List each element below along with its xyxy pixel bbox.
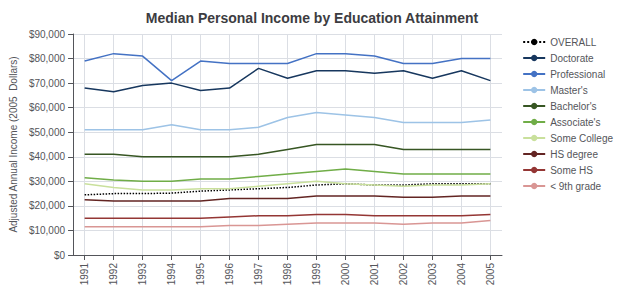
svg-text:OVERALL: OVERALL <box>550 37 597 48</box>
svg-text:1999: 1999 <box>311 263 322 286</box>
svg-text:Adjusted Annual Income (2005: Adjusted Annual Income (2005 Dollars) <box>8 56 19 232</box>
svg-text:Professional: Professional <box>550 69 605 80</box>
svg-text:1997: 1997 <box>253 263 264 286</box>
svg-text:Median Personal Income by Educ: Median Personal Income by Education Atta… <box>146 10 479 26</box>
svg-text:Some College: Some College <box>550 133 613 144</box>
svg-text:HS degree: HS degree <box>550 149 598 160</box>
svg-text:1996: 1996 <box>224 263 235 286</box>
svg-text:$20,000: $20,000 <box>29 200 66 211</box>
svg-text:1991: 1991 <box>79 263 90 286</box>
svg-text:$0: $0 <box>54 250 66 261</box>
svg-text:$30,000: $30,000 <box>29 176 66 187</box>
svg-text:2002: 2002 <box>398 263 409 286</box>
svg-text:$40,000: $40,000 <box>29 151 66 162</box>
svg-text:2001: 2001 <box>369 263 380 286</box>
svg-text:2003: 2003 <box>427 263 438 286</box>
svg-text:$90,000: $90,000 <box>29 29 66 40</box>
svg-text:Bachelor's: Bachelor's <box>550 101 596 112</box>
svg-text:1992: 1992 <box>108 263 119 286</box>
svg-text:$70,000: $70,000 <box>29 78 66 89</box>
svg-text:1993: 1993 <box>137 263 148 286</box>
svg-text:$50,000: $50,000 <box>29 127 66 138</box>
svg-text:Associate's: Associate's <box>550 117 600 128</box>
svg-text:1998: 1998 <box>282 263 293 286</box>
svg-text:< 9th grade: < 9th grade <box>550 181 601 192</box>
svg-text:$60,000: $60,000 <box>29 102 66 113</box>
svg-text:2000: 2000 <box>340 263 351 286</box>
svg-text:2004: 2004 <box>456 263 467 286</box>
svg-text:1994: 1994 <box>166 263 177 286</box>
svg-text:1995: 1995 <box>195 263 206 286</box>
svg-text:Master's: Master's <box>550 85 587 96</box>
svg-text:2005: 2005 <box>485 263 496 286</box>
svg-text:Some HS: Some HS <box>550 165 593 176</box>
svg-text:Doctorate: Doctorate <box>550 53 594 64</box>
svg-text:$10,000: $10,000 <box>29 225 66 236</box>
svg-text:$80,000: $80,000 <box>29 53 66 64</box>
